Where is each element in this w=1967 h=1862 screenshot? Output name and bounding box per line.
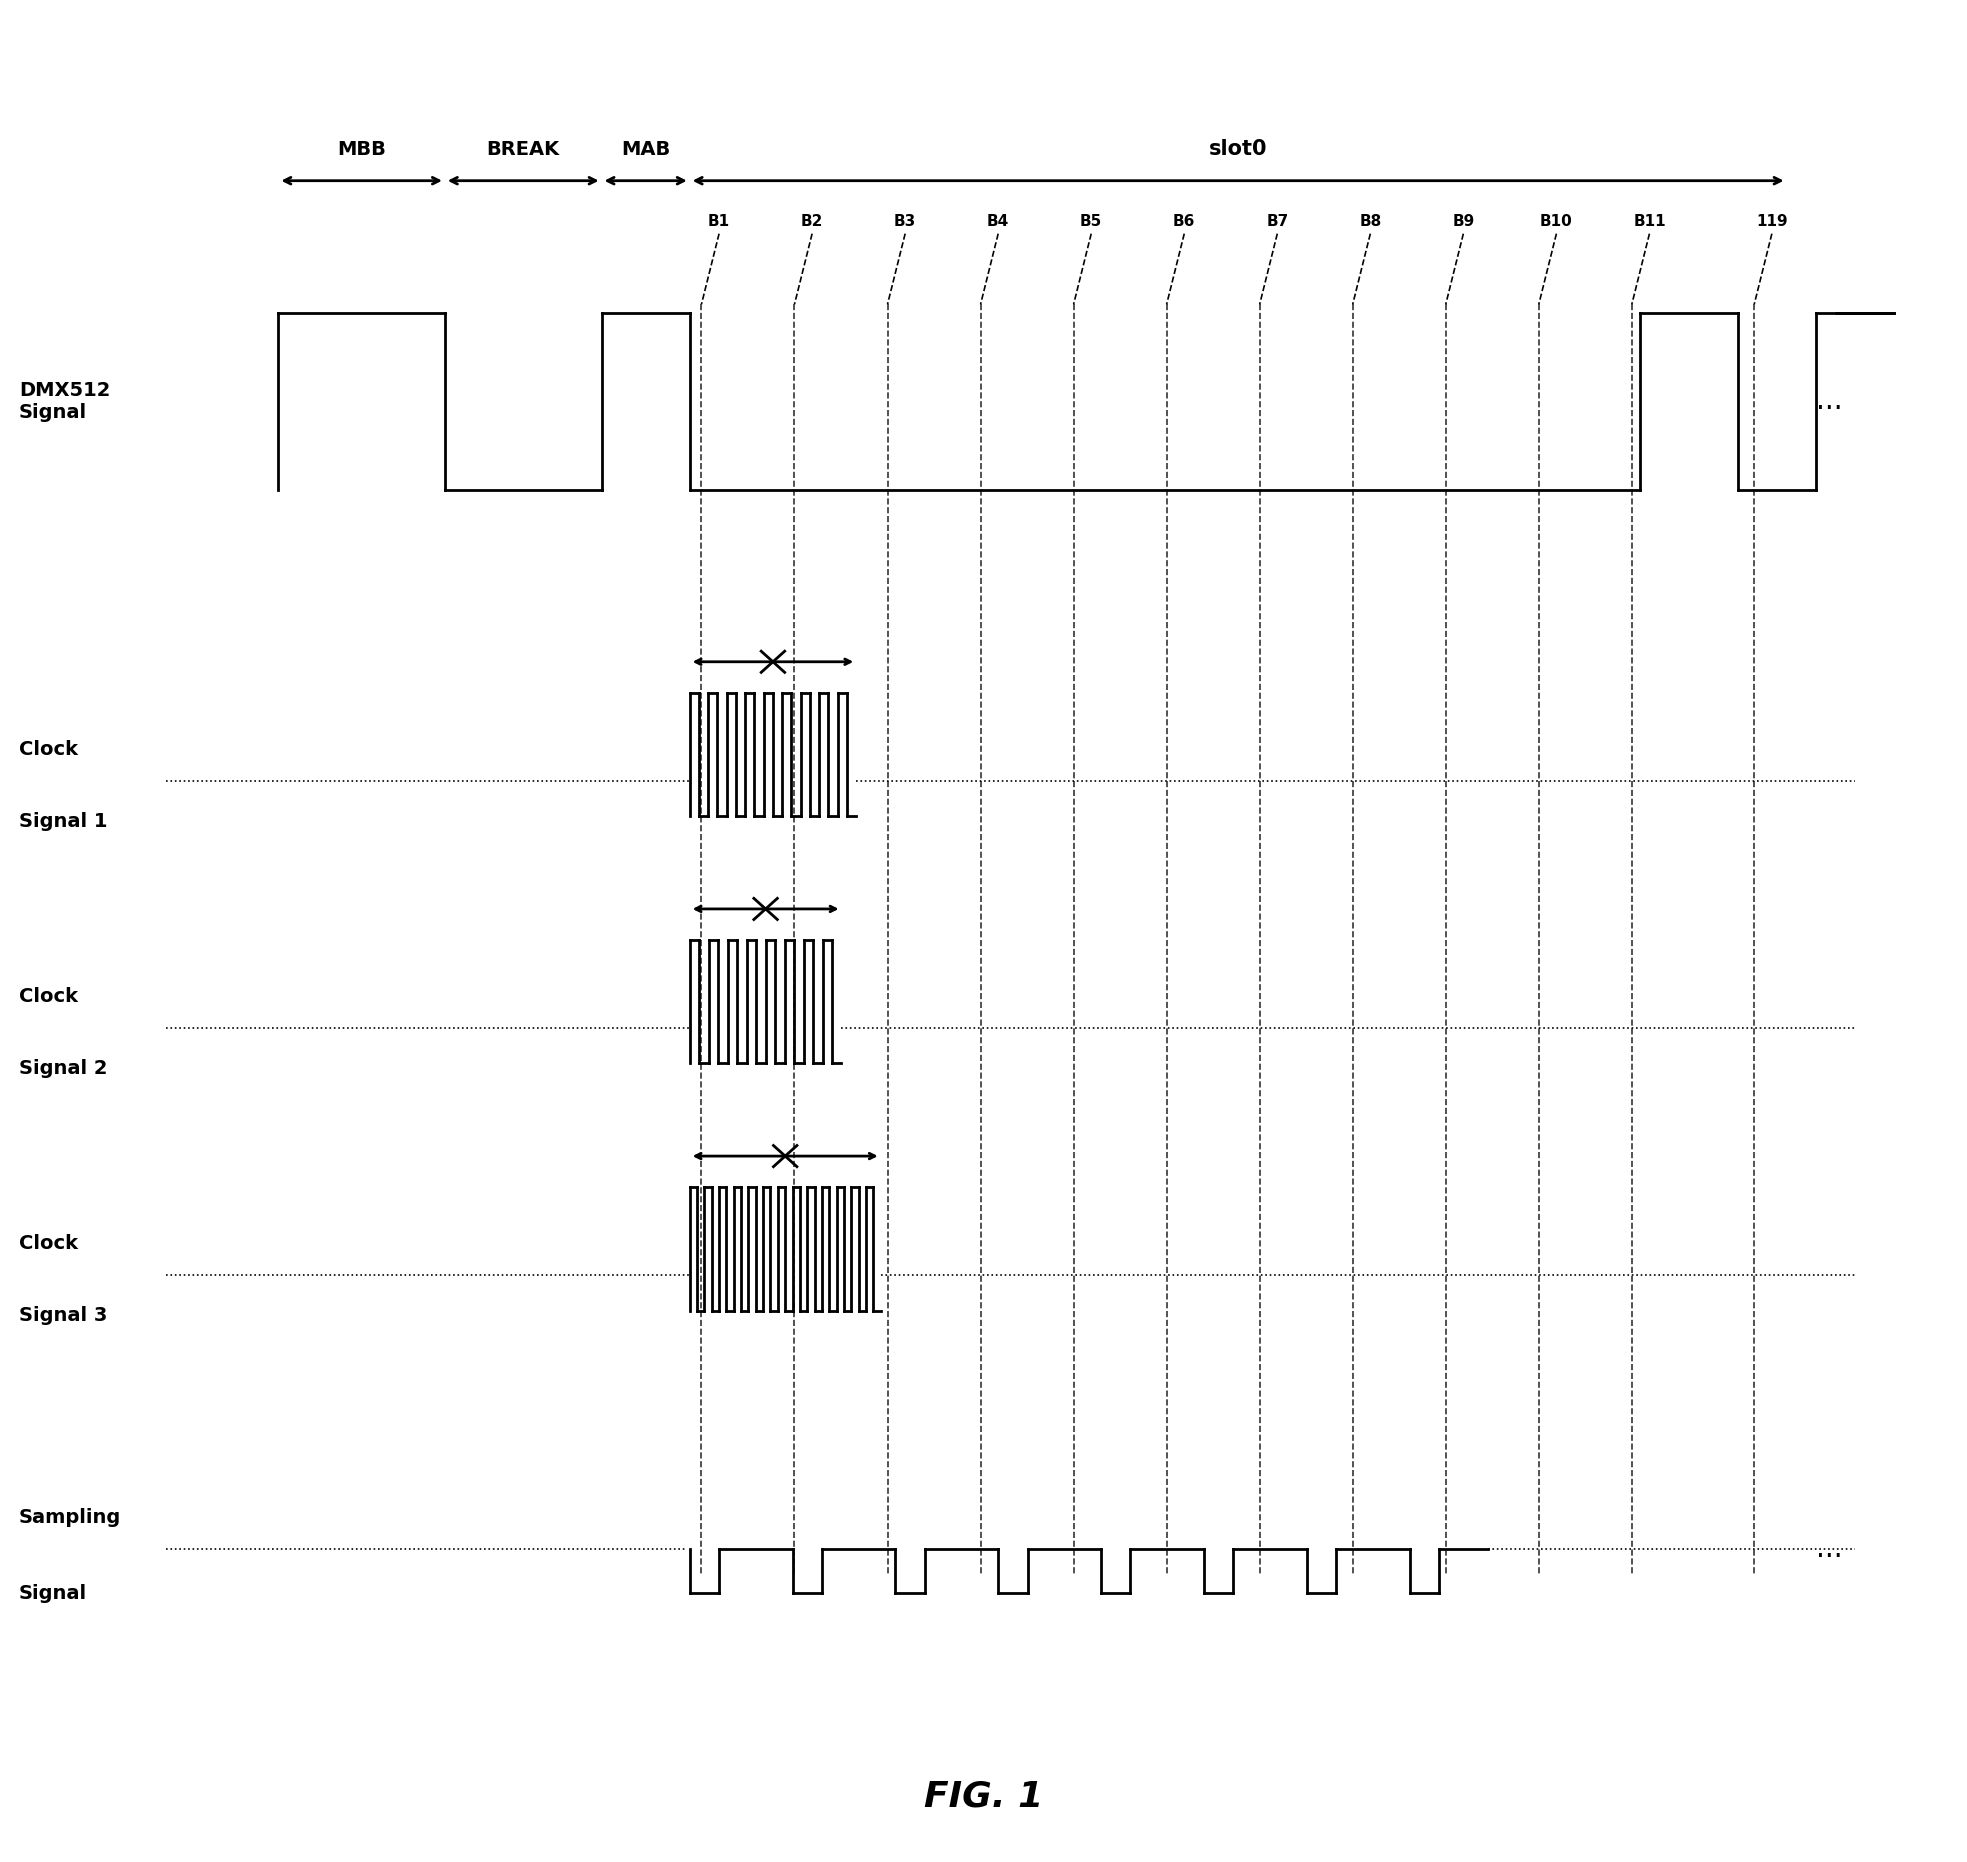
Text: B4: B4	[987, 214, 1009, 229]
Text: B2: B2	[801, 214, 824, 229]
Text: FIG. 1: FIG. 1	[924, 1780, 1043, 1814]
Text: Signal 1: Signal 1	[20, 812, 108, 830]
Text: ...: ...	[1816, 1534, 1843, 1562]
Text: B3: B3	[895, 214, 917, 229]
Text: Sampling: Sampling	[20, 1508, 122, 1527]
Text: B9: B9	[1452, 214, 1475, 229]
Text: MBB: MBB	[336, 140, 386, 158]
Text: Clock: Clock	[20, 1235, 79, 1253]
Text: B6: B6	[1172, 214, 1196, 229]
Text: Signal: Signal	[20, 1585, 87, 1603]
Text: 119: 119	[1757, 214, 1788, 229]
Text: B10: B10	[1540, 214, 1574, 229]
Text: B5: B5	[1080, 214, 1102, 229]
Text: ...: ...	[1816, 387, 1843, 415]
Text: B8: B8	[1359, 214, 1381, 229]
Text: MAB: MAB	[622, 140, 671, 158]
Text: BREAK: BREAK	[486, 140, 561, 158]
Text: Clock: Clock	[20, 739, 79, 760]
Text: Signal 2: Signal 2	[20, 1059, 108, 1078]
Text: DMX512
Signal: DMX512 Signal	[20, 382, 110, 423]
Text: Clock: Clock	[20, 987, 79, 1005]
Text: B11: B11	[1633, 214, 1666, 229]
Text: slot0: slot0	[1210, 138, 1267, 158]
Text: Signal 3: Signal 3	[20, 1305, 108, 1326]
Text: B7: B7	[1267, 214, 1288, 229]
Text: B1: B1	[708, 214, 730, 229]
